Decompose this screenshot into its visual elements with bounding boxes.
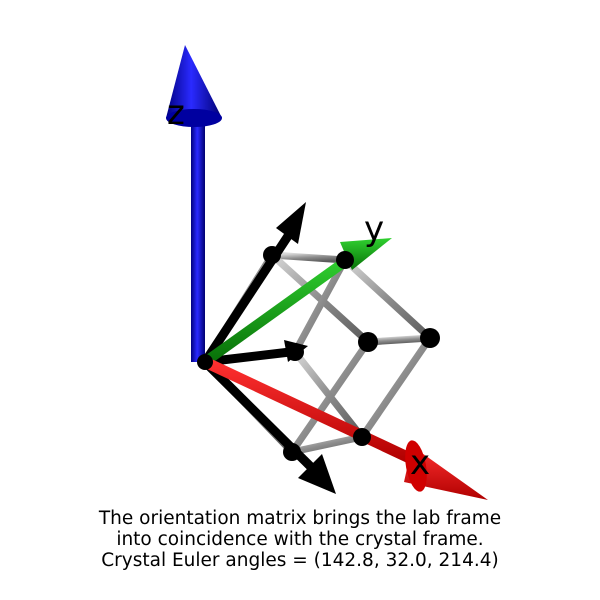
lattice-node	[353, 428, 371, 446]
lattice-edge	[364, 334, 434, 346]
lattice-node	[286, 343, 304, 361]
crystal-axis-a-head	[276, 202, 306, 244]
caption: The orientation matrix brings the lab fr…	[0, 508, 600, 571]
lattice-node	[283, 443, 301, 461]
z-axis-shaft	[191, 118, 205, 362]
z-axis-cone-base	[166, 109, 222, 127]
y-axis-label: y	[364, 209, 384, 249]
lattice-edge	[291, 348, 366, 441]
x-axis	[202, 357, 488, 500]
caption-line-2: into coincidence with the crystal frame.	[116, 529, 484, 550]
lattice-node	[263, 246, 281, 264]
z-axis-label: z	[167, 93, 185, 133]
x-axis-cone-base	[405, 440, 427, 492]
lattice-node	[197, 354, 213, 370]
lattice-edge	[358, 334, 434, 441]
lattice-node	[358, 332, 378, 352]
crystal-axis-c-head	[298, 454, 336, 494]
lattice-node	[420, 328, 440, 348]
crystal-axis-b-shaft	[204, 347, 291, 367]
lattice-edge	[268, 251, 349, 264]
x-axis-shaft	[202, 357, 421, 467]
x-axis-label: x	[410, 443, 430, 483]
lattice-nodes	[197, 246, 440, 461]
lattice-edge	[291, 256, 349, 356]
lattice-node	[336, 251, 354, 269]
lattice-edge	[268, 251, 372, 346]
lattice-edge	[288, 433, 366, 456]
z-axis	[166, 45, 222, 362]
caption-line-1: The orientation matrix brings the lab fr…	[98, 508, 502, 529]
z-axis-cone	[166, 45, 222, 118]
y-axis-shaft	[202, 253, 353, 367]
caption-line-3: Crystal Euler angles = (142.8, 32.0, 214…	[101, 550, 499, 571]
lattice-edge	[341, 256, 434, 342]
